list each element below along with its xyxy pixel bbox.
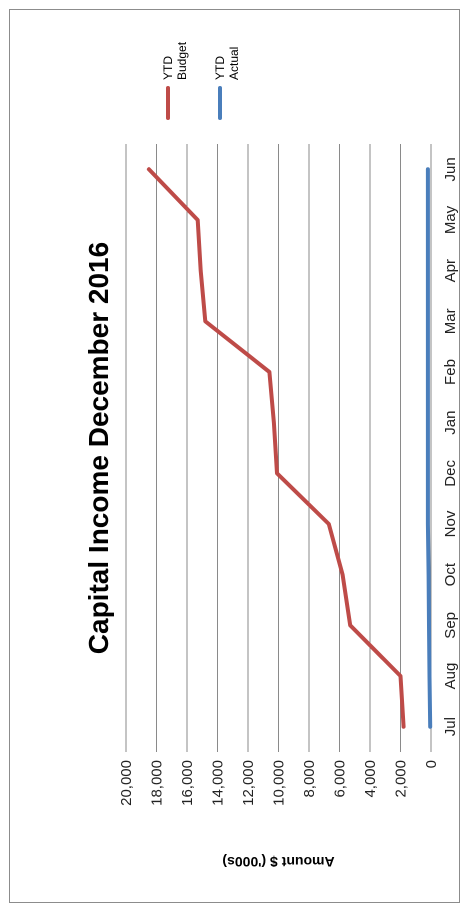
x-tick-label: Apr: [442, 259, 459, 282]
series-layer: [146, 167, 433, 729]
gridlines: [125, 144, 401, 752]
legend-label: YTD: [213, 56, 227, 80]
x-tick-label: Mar: [442, 308, 459, 334]
y-tick-label: 16,000: [179, 760, 196, 806]
x-tick-label: Nov: [442, 510, 459, 537]
legend-label: YTD: [161, 56, 175, 80]
y-tick-label: 8,000: [301, 760, 318, 798]
y-axis-title: Amount $ ('000s): [222, 854, 334, 870]
series-line-1: [146, 167, 406, 729]
x-axis-ticks: Jul Aug Sep Oct Nov Dec Jan Feb Mar Apr May Jun: [442, 157, 459, 736]
series-line-0: [425, 167, 433, 729]
x-tick-label: Aug: [442, 663, 459, 690]
y-tick-label: 2,000: [393, 760, 410, 798]
x-tick-label: Jun: [442, 157, 459, 181]
chart-frame: [9, 9, 460, 903]
y-tick-label: 14,000: [210, 760, 227, 806]
chart-title: Capital Income December 2016: [83, 242, 114, 654]
y-tick-label: 18,000: [149, 760, 166, 806]
legend-label: Budget: [175, 41, 189, 80]
x-tick-label: Dec: [442, 460, 459, 487]
x-tick-label: Feb: [442, 359, 459, 385]
x-tick-label: Jul: [442, 717, 459, 736]
x-tick-label: Oct: [442, 562, 459, 586]
y-tick-label: 6,000: [332, 760, 349, 798]
y-axis-ticks: 0 2,000 4,000 6,000 8,000 10,000 12,000 14,000 1…: [118, 760, 440, 806]
x-tick-label: Sep: [442, 612, 459, 639]
y-tick-label: 4,000: [362, 760, 379, 798]
y-tick-label: 12,000: [240, 760, 257, 806]
legend-label: Actual: [227, 47, 241, 80]
x-tick-label: Jan: [442, 411, 459, 435]
x-tick-label: May: [442, 205, 459, 234]
y-tick-label: 0: [423, 760, 440, 768]
y-tick-label: 20,000: [118, 760, 135, 806]
y-tick-label: 10,000: [271, 760, 288, 806]
